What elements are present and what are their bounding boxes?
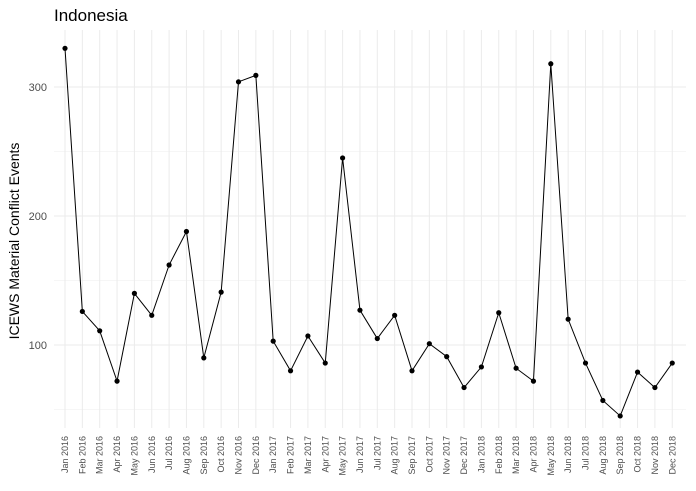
x-tick-label: Jun 2018 <box>563 436 573 473</box>
x-tick-label: Oct 2017 <box>424 436 434 473</box>
data-point <box>600 397 606 404</box>
x-tick-label: May 2018 <box>546 436 556 476</box>
data-points <box>62 45 675 419</box>
x-tick-label: May 2017 <box>338 436 348 476</box>
data-point <box>97 328 103 334</box>
y-tick-label: 100 <box>29 340 47 352</box>
data-point <box>235 79 242 85</box>
x-tick-label: Aug 2018 <box>598 436 608 475</box>
x-tick-label: Feb 2016 <box>77 436 87 474</box>
data-point <box>478 364 484 370</box>
y-tick-label: 300 <box>29 82 47 94</box>
data-point <box>218 289 224 295</box>
x-tick-labels: Jan 2016 Feb 2016 Mar 2016 Apr 2016 May 2016… <box>60 436 677 476</box>
data-point <box>634 369 641 375</box>
data-point <box>340 155 346 161</box>
data-point <box>357 307 363 313</box>
data-point <box>548 61 554 67</box>
x-tick-label: Mar 2016 <box>95 436 105 474</box>
data-point <box>183 228 190 235</box>
x-tick-label: Apr 2017 <box>320 436 330 473</box>
x-tick-label: Nov 2016 <box>234 436 244 475</box>
data-point <box>149 312 155 318</box>
data-point <box>444 354 450 360</box>
x-tick-label: Oct 2016 <box>216 436 226 473</box>
x-tick-label: Aug 2017 <box>390 436 400 475</box>
data-point <box>79 308 85 315</box>
data-point <box>652 384 658 391</box>
data-point <box>513 365 519 371</box>
data-point <box>166 262 172 268</box>
x-tick-label: Nov 2018 <box>650 436 660 475</box>
x-tick-label: Oct 2018 <box>633 436 643 473</box>
y-axis-label: ICEWS Material Conflict Events <box>6 143 22 340</box>
x-tick-label: Sep 2017 <box>407 436 417 475</box>
x-tick-label: Nov 2017 <box>442 436 452 475</box>
x-tick-label: Dec 2016 <box>251 436 261 475</box>
chart-title: Indonesia <box>54 6 128 25</box>
x-tick-label: Jul 2018 <box>581 436 591 470</box>
x-tick-label: Apr 2016 <box>112 436 122 473</box>
x-tick-label: Sep 2018 <box>615 436 625 475</box>
data-point <box>426 341 432 347</box>
data-point <box>496 310 502 316</box>
grid <box>54 30 686 428</box>
y-tick-label: 200 <box>29 211 47 223</box>
data-point <box>409 368 415 374</box>
data-point <box>270 338 276 344</box>
x-tick-label: Jun 2017 <box>355 436 365 473</box>
x-tick-label: Dec 2018 <box>667 436 677 475</box>
x-tick-label: Sep 2016 <box>199 436 209 475</box>
x-tick-label: Jun 2016 <box>147 436 157 473</box>
x-tick-label: May 2016 <box>129 436 139 476</box>
data-point <box>582 360 589 366</box>
data-point <box>461 384 467 391</box>
x-tick-label: Feb 2018 <box>494 436 504 474</box>
data-point <box>565 316 571 322</box>
data-point <box>392 312 398 318</box>
data-point <box>530 378 537 384</box>
x-tick-label: Jul 2016 <box>164 436 174 470</box>
data-point <box>287 368 294 374</box>
x-tick-label: Mar 2018 <box>511 436 521 474</box>
x-tick-label: Jan 2018 <box>476 436 486 473</box>
data-point <box>131 290 137 296</box>
data-point <box>114 378 120 384</box>
x-tick-label: Apr 2018 <box>528 436 538 473</box>
data-point <box>669 360 675 366</box>
data-point <box>201 355 207 361</box>
data-point <box>253 72 259 78</box>
data-point <box>62 45 68 51</box>
x-tick-label: Jan 2016 <box>60 436 70 473</box>
data-point <box>374 335 380 342</box>
y-tick-labels: 100 200 300 <box>29 82 47 352</box>
x-tick-label: Aug 2016 <box>181 436 191 475</box>
data-point <box>305 333 311 339</box>
x-tick-label: Jan 2017 <box>268 436 278 473</box>
series-line <box>64 48 673 417</box>
x-tick-label: Dec 2017 <box>459 436 469 475</box>
x-tick-label: Feb 2017 <box>286 436 296 474</box>
x-tick-label: Mar 2017 <box>303 436 313 474</box>
data-point <box>617 413 623 419</box>
x-tick-label: Jul 2017 <box>372 436 382 470</box>
data-point <box>322 360 328 366</box>
